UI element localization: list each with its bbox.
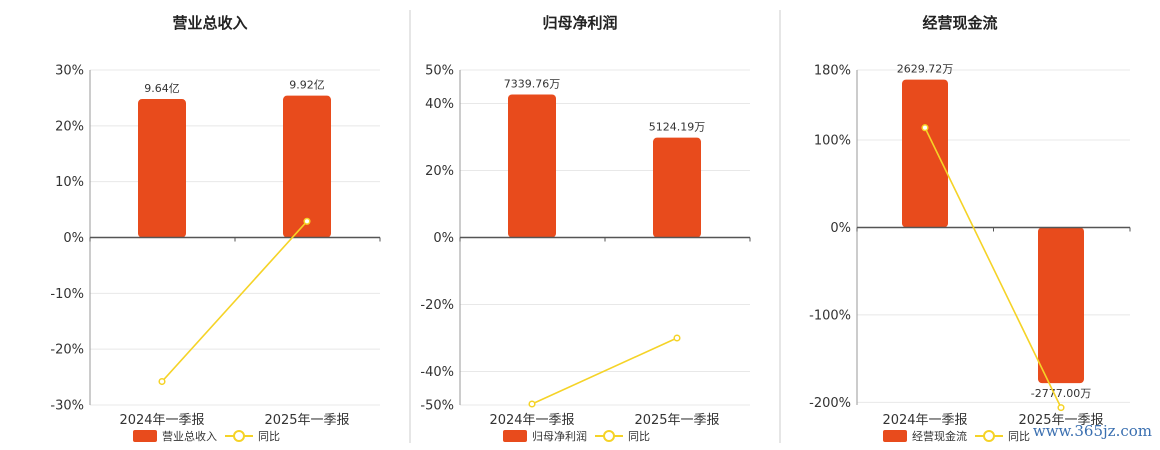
x-tick-label: 2025年一季报 [1018,413,1103,428]
line-point [528,400,536,408]
legend-line-label: 同比 [1008,430,1030,443]
x-tick-label: 2024年一季报 [489,413,574,428]
chart-title: 归母净利润 [542,14,617,32]
legend-line-label: 同比 [628,430,650,443]
data-label: 5124.19万 [649,121,706,134]
bar [508,94,556,238]
y-tick-label: 50% [425,64,454,79]
watermark: www.365jz.com [1032,422,1152,440]
y-tick-label: 180% [814,64,851,79]
y-tick-label: 100% [814,133,851,148]
legend-bar-swatch [883,430,907,442]
x-tick-label: 2024年一季报 [119,413,204,428]
line-series [924,127,1062,408]
data-label: 9.64亿 [144,82,180,95]
bar [902,79,948,228]
line-series [531,337,678,405]
data-label: 9.92亿 [289,79,325,92]
y-tick-label: 0% [830,221,851,236]
y-tick-label: -40% [420,365,454,380]
y-tick-label: 40% [425,97,454,112]
line-point [1057,404,1065,412]
legend-bar-label: 归母净利润 [532,429,587,443]
legend-bar-swatch [133,430,157,442]
y-tick-label: 30% [55,64,84,79]
legend-bar-label: 营业总收入 [162,429,217,443]
y-tick-label: -100% [809,308,851,323]
y-tick-label: -10% [50,287,84,302]
y-tick-label: -50% [420,399,454,414]
bar [283,95,331,238]
bar [138,99,186,238]
y-tick-label: 20% [55,119,84,134]
line-point [158,378,166,386]
y-tick-label: -20% [50,343,84,358]
data-label: 7339.76万 [504,77,561,90]
legend-line-marker [233,430,245,442]
data-label: -2777.00万 [1031,387,1091,400]
line-series [161,220,308,383]
chart-title: 营业总收入 [172,14,247,32]
legend-bar-label: 经营现金流 [912,429,967,443]
x-tick-label: 2025年一季报 [634,413,719,428]
y-tick-label: -20% [420,298,454,313]
line-point [921,124,929,132]
x-tick-label: 2024年一季报 [882,413,967,428]
y-tick-label: -30% [50,399,84,414]
y-tick-label: 10% [55,175,84,190]
y-tick-label: 0% [433,231,454,246]
legend-line-marker [983,430,995,442]
legend-bar-swatch [503,430,527,442]
bar [653,137,701,238]
data-label: 2629.72万 [897,63,954,76]
line-point [303,217,311,225]
x-tick-label: 2025年一季报 [264,413,349,428]
line-point [673,334,681,342]
legend-line-label: 同比 [258,430,280,443]
chart-title: 经营现金流 [922,14,997,32]
legend-line-marker [603,430,615,442]
y-tick-label: -200% [809,396,851,411]
y-tick-label: 20% [425,164,454,179]
bar [1038,227,1084,384]
y-tick-label: 0% [63,231,84,246]
